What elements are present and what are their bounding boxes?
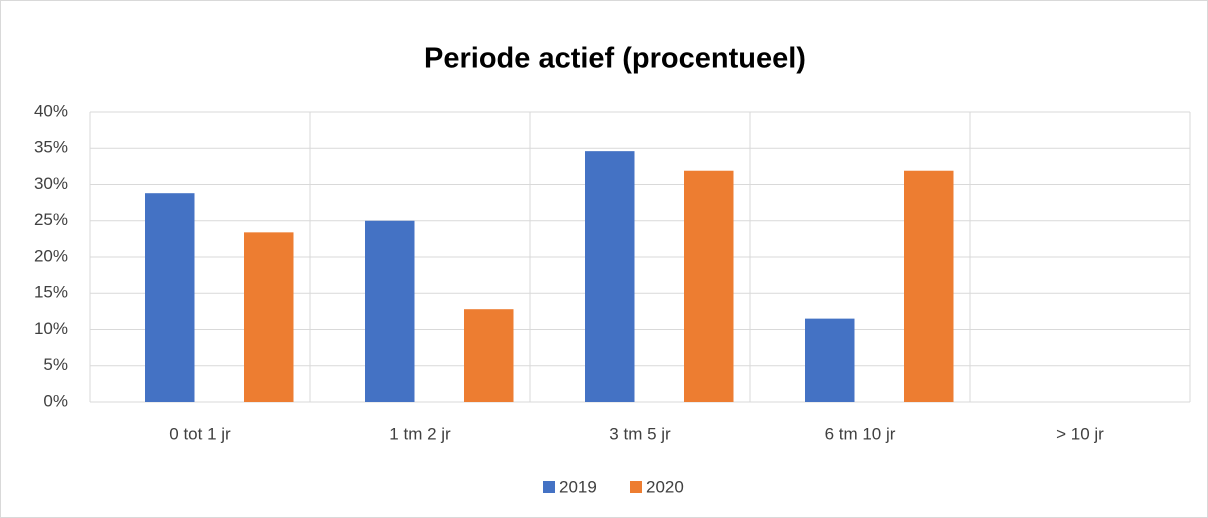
y-tick-label: 30% <box>34 174 68 193</box>
y-tick-label: 40% <box>34 101 68 120</box>
chart-title: Periode actief (procentueel) <box>424 43 806 75</box>
x-tick-label: 6 tm 10 jr <box>825 424 896 443</box>
y-tick-label: 5% <box>43 355 68 374</box>
legend-label: 2020 <box>646 477 684 496</box>
bar <box>244 232 294 402</box>
y-tick-label: 35% <box>34 138 68 157</box>
x-tick-label: > 10 jr <box>1056 424 1104 443</box>
y-tick-label: 15% <box>34 283 68 302</box>
legend-swatch <box>630 481 642 493</box>
legend-label: 2019 <box>559 477 597 496</box>
x-tick-label: 0 tot 1 jr <box>169 424 231 443</box>
y-tick-label: 10% <box>34 319 68 338</box>
bar <box>904 170 954 402</box>
x-tick-label: 3 tm 5 jr <box>609 424 671 443</box>
y-tick-label: 25% <box>34 210 68 229</box>
bar <box>365 220 415 402</box>
legend-swatch <box>543 481 555 493</box>
bar <box>585 151 635 402</box>
bar <box>805 318 855 402</box>
y-tick-label: 0% <box>43 391 68 410</box>
bar <box>464 309 514 402</box>
x-tick-label: 1 tm 2 jr <box>389 424 451 443</box>
bar <box>684 170 734 402</box>
bar <box>145 193 195 402</box>
y-tick-label: 20% <box>34 246 68 265</box>
